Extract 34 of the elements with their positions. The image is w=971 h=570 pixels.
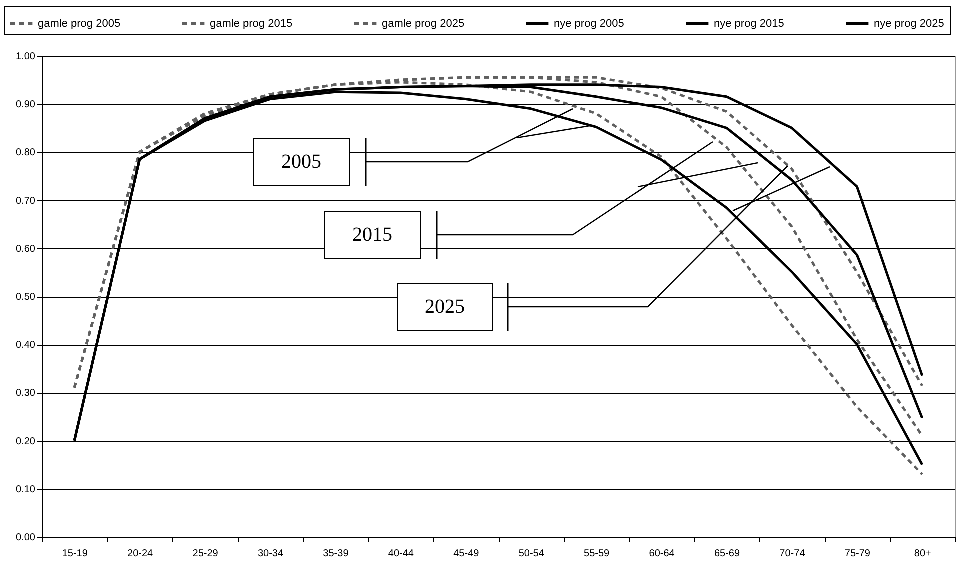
legend-label: nye prog 2025 — [874, 18, 944, 30]
x-tick-label: 30-34 — [258, 548, 284, 560]
x-tick-label: 80+ — [914, 548, 932, 560]
y-tick-label: 0.90 — [16, 100, 36, 111]
x-tick-label: 60-64 — [649, 548, 676, 560]
x-tick-label: 25-29 — [192, 548, 219, 560]
y-tick-label: 0.50 — [16, 292, 36, 303]
annotation: 2015 — [324, 211, 421, 259]
x-tick-label: 20-24 — [128, 548, 154, 560]
legend-label: nye prog 2005 — [554, 18, 624, 30]
y-tick-label: 0.40 — [16, 340, 36, 352]
y-tick-label: 0.20 — [16, 436, 36, 448]
x-tick-label: 15-19 — [62, 548, 88, 560]
x-tick-label: 45-49 — [454, 548, 480, 560]
y-tick-label: 0.70 — [16, 196, 36, 207]
annotation: 2005 — [253, 138, 350, 186]
x-tick-label: 75-79 — [844, 548, 871, 560]
x-tick-label: 55-59 — [584, 548, 610, 560]
y-tick-label: 0.10 — [16, 484, 36, 496]
x-tick-label: 70-74 — [780, 548, 806, 560]
y-tick-label: 0.60 — [16, 244, 36, 255]
legend-label: gamle prog 2005 — [38, 18, 121, 30]
x-tick-label: 50-54 — [518, 548, 545, 560]
y-tick-label: 0.30 — [16, 388, 36, 400]
annotation: 2025 — [397, 283, 493, 331]
y-tick-label: 0.00 — [16, 532, 36, 544]
x-tick-label: 35-39 — [323, 548, 350, 560]
legend-label: nye prog 2015 — [714, 18, 784, 30]
y-tick-label: 0.80 — [16, 148, 36, 159]
y-tick-label: 1.00 — [16, 52, 36, 62]
x-tick-label: 65-69 — [714, 548, 740, 560]
x-tick-label: 40-44 — [388, 548, 414, 560]
legend-label: gamle prog 2015 — [210, 18, 293, 30]
legend-label: gamle prog 2025 — [382, 18, 465, 30]
